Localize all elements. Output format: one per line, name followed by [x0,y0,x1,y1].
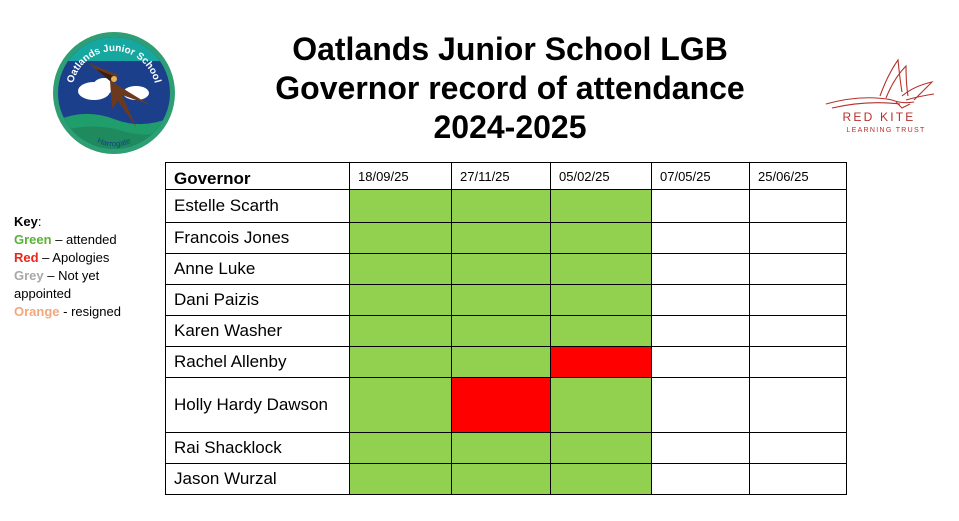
attendance-cell-attended [550,284,652,316]
school-logo: Oatlands Junior School Harrogate [53,32,175,154]
attendance-cell-attended [349,253,452,285]
table-row: Dani Paizis [165,284,847,316]
attendance-cell-attended [550,377,652,433]
attendance-cell-attended [451,315,551,347]
governor-name-cell: Estelle Scarth [165,189,350,223]
attendance-cell-empty [749,346,847,378]
date-header: 27/11/25 [451,162,551,190]
attendance-cell-attended [349,222,452,254]
table-row: Anne Luke [165,253,847,285]
attendance-cell-attended [349,315,452,347]
attendance-cell-empty [651,463,750,495]
attendance-cell-empty [651,222,750,254]
attendance-cell-empty [749,222,847,254]
governor-name-cell: Rai Shacklock [165,432,350,464]
date-header: 05/02/25 [550,162,652,190]
attendance-cell-empty [651,315,750,347]
attendance-cell-attended [451,432,551,464]
attendance-cell-empty [749,284,847,316]
attendance-cell-empty [749,189,847,223]
attendance-cell-empty [651,284,750,316]
trust-subtitle: LEARNING TRUST [846,127,926,134]
attendance-cell-attended [349,284,452,316]
attendance-cell-empty [749,377,847,433]
date-header: 07/05/25 [651,162,750,190]
attendance-cell-apologies [451,377,551,433]
attendance-cell-empty [749,463,847,495]
key-item-resigned: Orange - resigned [14,304,121,319]
table-row: Francois Jones [165,222,847,254]
attendance-cell-attended [550,189,652,223]
governor-name-cell: Karen Washer [165,315,350,347]
key-item-attended: Green – attended [14,232,117,247]
governor-name-cell: Francois Jones [165,222,350,254]
table-row: Rachel Allenby [165,346,847,378]
school-logo-bottom-text: Harrogate [96,136,133,149]
attendance-cell-attended [451,253,551,285]
legend-key: Key: Green – attended Red – Apologies Gr… [14,213,154,321]
governor-name-cell: Dani Paizis [165,284,350,316]
governor-column-header: Governor [165,162,350,190]
attendance-cell-empty [749,315,847,347]
key-item-not-appointed: Grey – Not yet appointed [14,268,100,301]
attendance-cell-attended [451,284,551,316]
governor-name-cell: Holly Hardy Dawson [165,377,350,433]
attendance-cell-attended [451,463,551,495]
attendance-cell-attended [451,346,551,378]
attendance-table: Governor 18/09/25 27/11/25 05/02/25 07/0… [165,162,847,495]
attendance-cell-attended [550,432,652,464]
key-title: Key [14,214,38,229]
attendance-cell-attended [550,315,652,347]
table-row: Holly Hardy Dawson [165,377,847,433]
red-kite-bird-icon [825,58,935,109]
table-header-row: Governor 18/09/25 27/11/25 05/02/25 07/0… [165,162,847,190]
attendance-cell-empty [749,432,847,464]
table-row: Estelle Scarth [165,189,847,223]
attendance-cell-attended [349,189,452,223]
date-header: 25/06/25 [749,162,847,190]
attendance-cell-empty [651,432,750,464]
attendance-cell-attended [451,189,551,223]
attendance-cell-attended [349,463,452,495]
attendance-cell-attended [451,222,551,254]
page-title: Oatlands Junior School LGB Governor reco… [180,30,840,147]
attendance-cell-empty [651,253,750,285]
governor-name-cell: Anne Luke [165,253,350,285]
table-row: Jason Wurzal [165,463,847,495]
table-row: Rai Shacklock [165,432,847,464]
attendance-cell-attended [550,253,652,285]
key-item-apologies: Red – Apologies [14,250,110,265]
title-line-2: Governor record of attendance [275,70,745,106]
table-row: Karen Washer [165,315,847,347]
attendance-cell-attended [550,222,652,254]
attendance-cell-empty [651,377,750,433]
attendance-cell-empty [651,346,750,378]
svg-text:Harrogate: Harrogate [96,136,133,149]
attendance-cell-empty [651,189,750,223]
date-header: 18/09/25 [349,162,452,190]
governor-name-cell: Jason Wurzal [165,463,350,495]
title-line-1: Oatlands Junior School LGB [292,31,728,67]
attendance-cell-attended [550,463,652,495]
title-line-3: 2024-2025 [433,109,587,145]
attendance-cell-attended [349,377,452,433]
attendance-cell-attended [349,432,452,464]
governor-name-cell: Rachel Allenby [165,346,350,378]
trust-name: RED KITE [842,110,916,124]
attendance-cell-apologies [550,346,652,378]
attendance-cell-empty [749,253,847,285]
attendance-cell-attended [349,346,452,378]
